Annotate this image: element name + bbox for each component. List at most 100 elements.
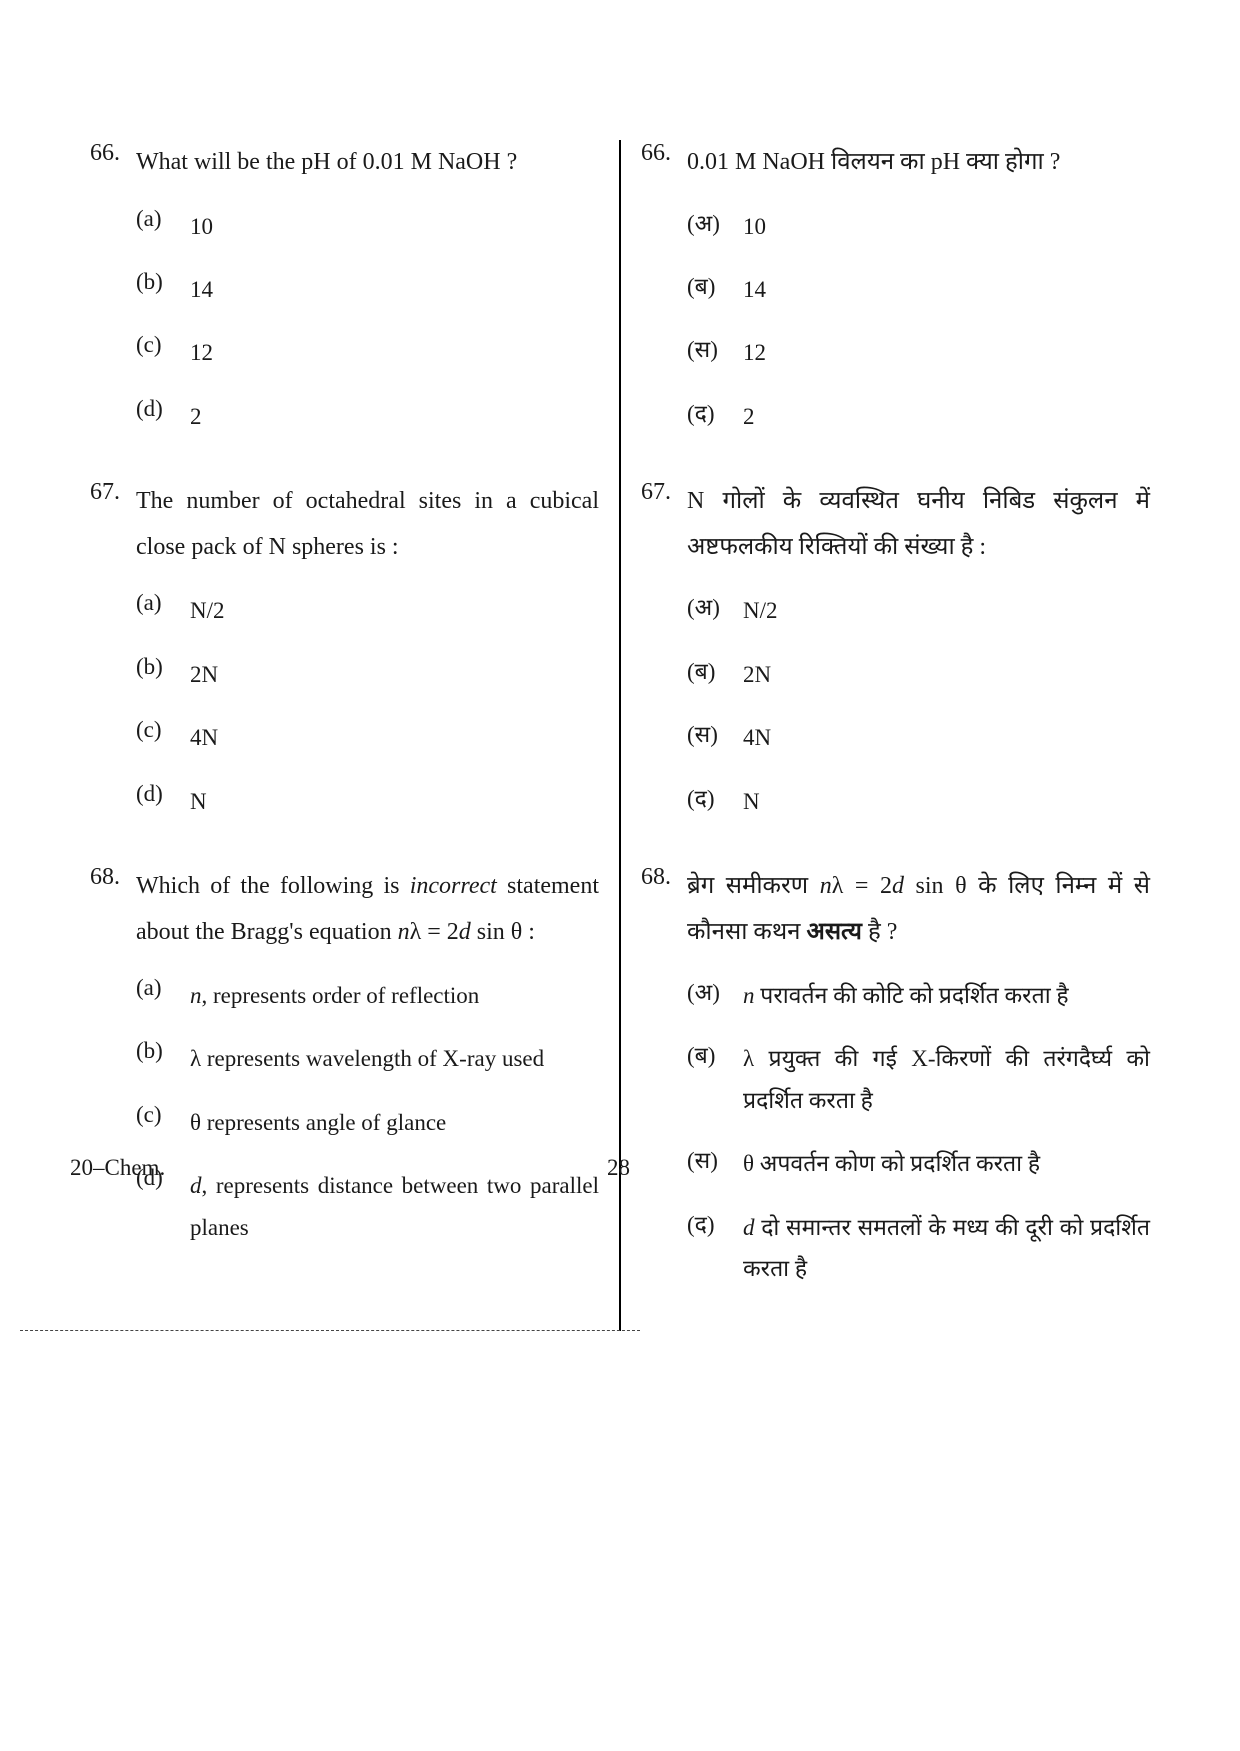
option-label: (b) (136, 269, 190, 310)
option-label: (स) (687, 717, 747, 758)
option-a: (a)N/2 (136, 590, 599, 631)
question-number: 66. (641, 140, 687, 186)
option-text: 2 (743, 396, 755, 437)
option-text: N (190, 781, 207, 822)
option-label: (b) (136, 654, 190, 695)
option-label: (द) (687, 1207, 747, 1290)
option-text: N/2 (743, 590, 778, 631)
option-text: 10 (743, 206, 766, 247)
option-label: (c) (136, 717, 190, 758)
option-text: θ represents angle of glance (190, 1102, 446, 1143)
question-number: 66. (90, 140, 136, 186)
option-text: 2N (743, 654, 771, 695)
question-number: 67. (641, 479, 687, 570)
option-a: (अ)10 (687, 206, 1150, 247)
option-label: (a) (136, 590, 190, 631)
option-text: θ अपवर्तन कोण को प्रदर्शित करता है (743, 1143, 1040, 1184)
option-b: (b)λ represents wavelength of X-ray used (136, 1038, 599, 1079)
option-c: (c)12 (136, 332, 599, 373)
question-67-en: 67. The number of octahedral sites in a … (90, 479, 599, 822)
options-list: (a)N/2 (b)2N (c)4N (d)N (90, 590, 599, 822)
question-text: What will be the pH of 0.01 M NaOH ? (136, 140, 517, 186)
option-b: (b)2N (136, 654, 599, 695)
option-d: (द)N (687, 781, 1150, 822)
option-label: (c) (136, 1102, 190, 1143)
page-content: 66. What will be the pH of 0.01 M NaOH ?… (0, 0, 1240, 1391)
option-text: N (743, 781, 760, 822)
option-d: (द)d दो समान्तर समतलों के मध्य की दूरी क… (687, 1207, 1150, 1290)
option-text: λ प्रयुक्त की गई X-किरणों की तरंगदैर्घ्य… (743, 1038, 1150, 1121)
option-c: (c)θ represents angle of glance (136, 1102, 599, 1143)
options-list: (अ)n परावर्तन की कोटि को प्रदर्शित करता … (641, 975, 1150, 1289)
question-text: N गोलों के व्यवस्थित घनीय निबिड संकुलन म… (687, 479, 1150, 570)
option-label: (a) (136, 975, 190, 1016)
option-text: 2 (190, 396, 202, 437)
option-c: (c)4N (136, 717, 599, 758)
option-text: 12 (190, 332, 213, 373)
option-text: 12 (743, 332, 766, 373)
option-text: λ represents wavelength of X-ray used (190, 1038, 544, 1079)
options-list: (a)n, represents order of reflection (b)… (90, 975, 599, 1248)
question-number: 68. (641, 864, 687, 955)
option-b: (ब)λ प्रयुक्त की गई X-किरणों की तरंगदैर्… (687, 1038, 1150, 1121)
option-label: (a) (136, 206, 190, 247)
option-c: (स)12 (687, 332, 1150, 373)
question-66-hi: 66. 0.01 M NaOH विलयन का pH क्या होगा ? … (641, 140, 1150, 437)
options-list: (अ)10 (ब)14 (स)12 (द)2 (641, 206, 1150, 438)
option-text: 4N (743, 717, 771, 758)
option-b: (ब)14 (687, 269, 1150, 310)
question-67-hi: 67. N गोलों के व्यवस्थित घनीय निबिड संकु… (641, 479, 1150, 822)
page-number: 28 (607, 1155, 630, 1181)
option-label: (स) (687, 332, 747, 373)
question-text: ब्रेग समीकरण nλ = 2d sin θ के लिए निम्न … (687, 864, 1150, 955)
option-text: N/2 (190, 590, 225, 631)
option-label: (ब) (687, 654, 747, 695)
option-d: (d)N (136, 781, 599, 822)
option-label: (ब) (687, 269, 747, 310)
question-68-hi: 68. ब्रेग समीकरण nλ = 2d sin θ के लिए नि… (641, 864, 1150, 1290)
question-68-en: 68. Which of the following is incorrect … (90, 864, 599, 1248)
option-label: (d) (136, 781, 190, 822)
option-a: (अ)N/2 (687, 590, 1150, 631)
option-c: (स)θ अपवर्तन कोण को प्रदर्शित करता है (687, 1143, 1150, 1184)
option-a: (अ)n परावर्तन की कोटि को प्रदर्शित करता … (687, 975, 1150, 1016)
option-label: (अ) (687, 206, 747, 247)
hindi-column: 66. 0.01 M NaOH विलयन का pH क्या होगा ? … (621, 140, 1170, 1331)
option-text: 2N (190, 654, 218, 695)
option-label: (अ) (687, 975, 747, 1016)
option-d: (d)2 (136, 396, 599, 437)
question-number: 68. (90, 864, 136, 955)
option-label: (द) (687, 781, 747, 822)
question-text: The number of octahedral sites in a cubi… (136, 479, 599, 570)
option-b: (ब)2N (687, 654, 1150, 695)
option-text: 4N (190, 717, 218, 758)
options-list: (a)10 (b)14 (c)12 (d)2 (90, 206, 599, 438)
option-label: (c) (136, 332, 190, 373)
option-a: (a)n, represents order of reflection (136, 975, 599, 1016)
option-text: 14 (743, 269, 766, 310)
option-label: (अ) (687, 590, 747, 631)
option-text: n, represents order of reflection (190, 975, 479, 1016)
option-label: (द) (687, 396, 747, 437)
option-text: n परावर्तन की कोटि को प्रदर्शित करता है (743, 975, 1069, 1016)
option-a: (a)10 (136, 206, 599, 247)
option-text: 10 (190, 206, 213, 247)
question-text: 0.01 M NaOH विलयन का pH क्या होगा ? (687, 140, 1060, 186)
question-text: Which of the following is incorrect stat… (136, 864, 599, 955)
option-label: (ब) (687, 1038, 747, 1121)
question-number: 67. (90, 479, 136, 570)
option-d: (द)2 (687, 396, 1150, 437)
option-label: (d) (136, 396, 190, 437)
english-column: 66. What will be the pH of 0.01 M NaOH ?… (70, 140, 621, 1331)
option-label: (स) (687, 1143, 747, 1184)
footer-subject: 20–Chem. (70, 1155, 165, 1181)
options-list: (अ)N/2 (ब)2N (स)4N (द)N (641, 590, 1150, 822)
option-text: d दो समान्तर समतलों के मध्य की दूरी को प… (743, 1207, 1150, 1290)
question-66-en: 66. What will be the pH of 0.01 M NaOH ?… (90, 140, 599, 437)
page-footer: 20–Chem. 28 (70, 1155, 630, 1181)
option-c: (स)4N (687, 717, 1150, 758)
option-b: (b)14 (136, 269, 599, 310)
option-label: (b) (136, 1038, 190, 1079)
dashed-divider (20, 1330, 640, 1331)
option-text: 14 (190, 269, 213, 310)
